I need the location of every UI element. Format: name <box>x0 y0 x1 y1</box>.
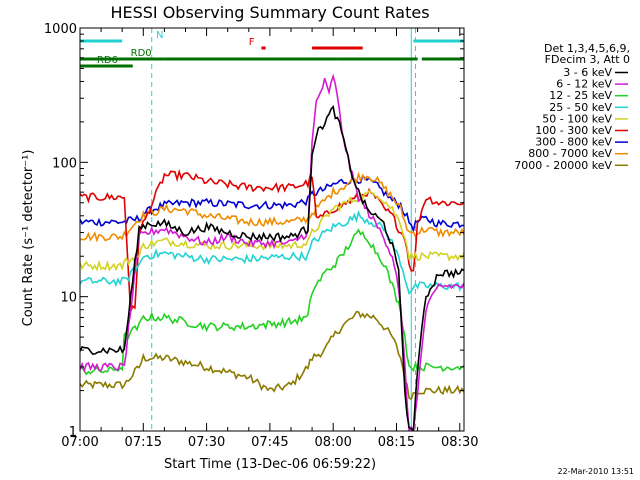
legend-label: 6 - 12 keV <box>556 78 612 91</box>
x-tick-label: 08:30 <box>441 435 478 450</box>
y-axis-label: Count Rate (s⁻¹ detector⁻¹) <box>21 150 36 327</box>
legend-header: Det 1,3,4,5,6,9, <box>544 42 630 55</box>
x-tick-label: 07:45 <box>251 435 288 450</box>
series-line-3-6-kev <box>80 104 464 431</box>
y-tick-label: 1000 <box>44 22 77 37</box>
y-axis: 1 10 100 1000 <box>44 22 464 440</box>
x-tick-label: 07:00 <box>61 435 98 450</box>
plot-frame <box>79 27 465 432</box>
flag-label-rd6: RD6 <box>97 55 118 66</box>
timestamp: 22-Mar-2010 13:51 <box>558 467 635 476</box>
x-tick-label: 07:30 <box>188 435 225 450</box>
legend-label: 7000 - 20000 keV <box>514 159 612 172</box>
chart-title: HESSI Observing Summary Count Rates <box>110 3 429 22</box>
series-line-100-300-kev <box>80 168 464 312</box>
series-line-800-7000-kev <box>80 171 464 243</box>
flag-label-f: F <box>249 37 255 48</box>
y-tick-label: 1 <box>69 425 77 440</box>
x-axis-label: Start Time (13-Dec-06 06:59:22) <box>164 457 376 472</box>
series-line-50-100-kev <box>80 189 464 272</box>
legend: Det 1,3,4,5,6,9,FDecim 3, Att 03 - 6 keV… <box>514 42 630 172</box>
legend-label: 300 - 800 keV <box>535 136 612 149</box>
x-tick-label: 07:15 <box>125 435 162 450</box>
series-line-25-50-kev <box>80 209 464 295</box>
legend-header: FDecim 3, Att 0 <box>545 53 630 66</box>
y-tick-label: 10 <box>60 291 77 306</box>
y-tick-label: 100 <box>52 156 77 171</box>
flag-label-n: N <box>156 30 163 41</box>
plot-area: N F RD0 RD6 <box>79 27 465 432</box>
legend-label: 100 - 300 keV <box>535 124 612 137</box>
x-tick-label: 08:00 <box>314 435 351 450</box>
legend-label: 25 - 50 keV <box>549 101 612 114</box>
x-axis: 07:00 07:15 07:30 07:45 08:00 08:15 08:30 <box>61 28 479 450</box>
series-line-7000-20000-kev <box>80 310 464 401</box>
legend-label: 3 - 6 keV <box>563 66 612 79</box>
legend-label: 12 - 25 keV <box>549 89 612 102</box>
legend-label: 50 - 100 keV <box>542 112 612 125</box>
legend-label: 800 - 7000 keV <box>528 147 612 160</box>
x-tick-label: 08:15 <box>378 435 415 450</box>
flag-label-rd0: RD0 <box>131 48 152 59</box>
